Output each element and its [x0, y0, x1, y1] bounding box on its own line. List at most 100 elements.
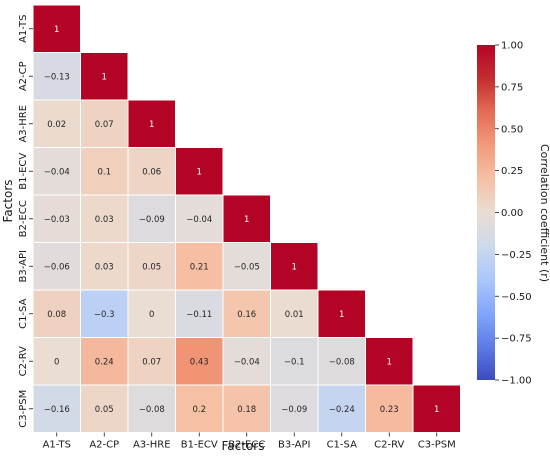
- y-tick-label: B3-API: [18, 250, 29, 282]
- heatmap-cell-C2-RV-C2-RV: [365, 337, 414, 386]
- y-tick-label: C3-PSM: [18, 390, 29, 428]
- cell-value-label: 0.1: [97, 167, 111, 177]
- cell-value-label: 1: [102, 72, 107, 82]
- colorbar-title: Correlation coefficient (r): [538, 144, 550, 282]
- colorbar-gradient: [477, 45, 495, 380]
- cell-value-label: −0.04: [234, 357, 260, 367]
- colorbar-tick-label: 0.00: [501, 208, 523, 219]
- colorbar-tick-label: −0.75: [501, 334, 532, 345]
- colorbar-tick-label: 1.00: [501, 41, 523, 52]
- cell-value-label: 1: [434, 405, 439, 415]
- y-tick-label: C2-RV: [18, 346, 29, 376]
- colorbar-ticks: 1.00 0.75 0.50 0.25 0.00 −0.25 −0.50 −0.75 −1.00: [495, 41, 532, 387]
- x-tick-label: C2-RV: [374, 440, 404, 451]
- cell-value-label: −0.04: [44, 167, 70, 177]
- heatmap-cell-B2-ECC-A2-CP: [80, 194, 129, 243]
- heatmap-cells: [32, 4, 461, 433]
- cell-value-label: 0.23: [380, 405, 399, 415]
- cell-value-label: −0.08: [329, 357, 355, 367]
- heatmap-cell-B2-ECC-B1-ECV: [175, 194, 224, 243]
- cell-value-label: 1: [387, 357, 392, 367]
- cell-value-label: 0.21: [190, 262, 209, 272]
- cell-value-label: 1: [54, 25, 59, 35]
- cell-value-label: 0.07: [95, 120, 114, 130]
- heatmap-cell-C2-RV-A3-HRE: [127, 337, 176, 386]
- cell-value-label: 0.01: [285, 310, 304, 320]
- heatmap-cell-B3-API-B2-ECC: [222, 242, 271, 291]
- cell-value-label: 0: [149, 310, 154, 320]
- y-tick-label: A2-CP: [18, 61, 29, 91]
- y-tick-label: A3-HRE: [18, 105, 29, 143]
- cell-value-label: 1: [292, 262, 297, 272]
- cell-value-label: −0.1: [284, 357, 305, 367]
- y-tick-label: B2-ECC: [18, 200, 29, 237]
- heatmap-cell-B3-API-B3-API: [270, 242, 319, 291]
- heatmap-cell-C2-RV-A1-TS: [32, 337, 81, 386]
- heatmap-cell-A2-CP-A2-CP: [80, 52, 129, 101]
- colorbar-tick-label: 0.75: [501, 82, 523, 93]
- cell-value-label: 0.08: [47, 310, 66, 320]
- x-tick-label: A2-CP: [89, 440, 119, 451]
- cell-value-label: −0.08: [139, 405, 165, 415]
- cell-value-label: −0.24: [329, 405, 355, 415]
- heatmap-cell-C1-SA-A1-TS: [32, 289, 81, 338]
- cell-value-label: −0.09: [139, 215, 165, 225]
- x-tick-label: B1-ECV: [181, 440, 218, 451]
- heatmap-cell-C3-PSM-A3-HRE: [127, 384, 176, 433]
- cell-value-label: −0.11: [186, 310, 212, 320]
- y-tick-label: A1-TS: [18, 15, 29, 43]
- cell-value-label: 1: [149, 120, 154, 130]
- heatmap-cell-B3-API-A3-HRE: [127, 242, 176, 291]
- colorbar-tick-label: 0.50: [501, 124, 523, 135]
- cell-value-label: −0.16: [44, 405, 70, 415]
- heatmap-cell-B3-API-B1-ECV: [175, 242, 224, 291]
- cell-value-label: 0.02: [47, 120, 66, 130]
- cell-value-label: 1: [197, 167, 202, 177]
- heatmap-cell-C3-PSM-C1-SA: [317, 384, 366, 433]
- x-tick-label: C3-PSM: [418, 440, 456, 451]
- cell-value-label: 0.05: [95, 405, 114, 415]
- cell-value-label: 0.16: [237, 310, 256, 320]
- heatmap-cell-C3-PSM-B3-API: [270, 384, 319, 433]
- cell-value-label: −0.05: [234, 262, 260, 272]
- heatmap-cell-labels: 1 −0.13 1 0.02 0.07 1 −0.04 0.1 0.06 1 −0.03 0.03 −0…: [44, 25, 440, 415]
- cell-value-label: −0.3: [94, 310, 115, 320]
- heatmap-cell-C1-SA-C1-SA: [317, 289, 366, 338]
- cell-value-label: −0.09: [281, 405, 307, 415]
- heatmap-cell-A1-TS-A1-TS: [32, 4, 81, 53]
- colorbar: 1.00 0.75 0.50 0.25 0.00 −0.25 −0.50 −0.75 −1.00…: [477, 41, 550, 387]
- cell-value-label: 0.18: [237, 405, 256, 415]
- heatmap-cell-A3-HRE-A3-HRE: [127, 99, 176, 148]
- heatmap-cell-C3-PSM-A1-TS: [32, 384, 81, 433]
- heatmap-cell-C3-PSM-B1-ECV: [175, 384, 224, 433]
- cell-value-label: −0.03: [44, 215, 70, 225]
- cell-value-label: 0.2: [192, 405, 206, 415]
- y-tick-label: C1-SA: [18, 298, 29, 328]
- x-tick-label: B3-API: [278, 440, 310, 451]
- cell-value-label: −0.04: [186, 215, 212, 225]
- cell-value-label: 0.03: [95, 262, 114, 272]
- cell-value-label: 0: [54, 357, 59, 367]
- cell-value-label: 0.43: [190, 357, 209, 367]
- colorbar-tick-label: −1.00: [501, 376, 532, 387]
- colorbar-tick-label: −0.50: [501, 292, 532, 303]
- x-tick-label: A3-HRE: [133, 440, 171, 451]
- x-axis-tick-labels: A1-TS A2-CP A3-HRE B1-ECV B2-ECC B3-API C1-SA C…: [43, 432, 456, 451]
- cell-value-label: 0.06: [142, 167, 161, 177]
- heatmap-cell-C3-PSM-C3-PSM: [412, 384, 461, 433]
- cell-value-label: 0.03: [95, 215, 114, 225]
- cell-value-label: 1: [339, 310, 344, 320]
- cell-value-label: 0.24: [95, 357, 114, 367]
- heatmap-cell-B1-ECV-A2-CP: [80, 147, 129, 196]
- heatmap-cell-C1-SA-B3-API: [270, 289, 319, 338]
- cell-value-label: 0.05: [142, 262, 161, 272]
- x-tick-label: A1-TS: [43, 440, 71, 451]
- x-tick-label: C1-SA: [327, 440, 357, 451]
- cell-value-label: 1: [244, 215, 249, 225]
- colorbar-tick-label: 0.25: [501, 166, 523, 177]
- heatmap-cell-B3-API-A2-CP: [80, 242, 129, 291]
- heatmap-cell-C1-SA-A2-CP: [80, 289, 129, 338]
- x-tick-label: B2-ECC: [228, 440, 265, 451]
